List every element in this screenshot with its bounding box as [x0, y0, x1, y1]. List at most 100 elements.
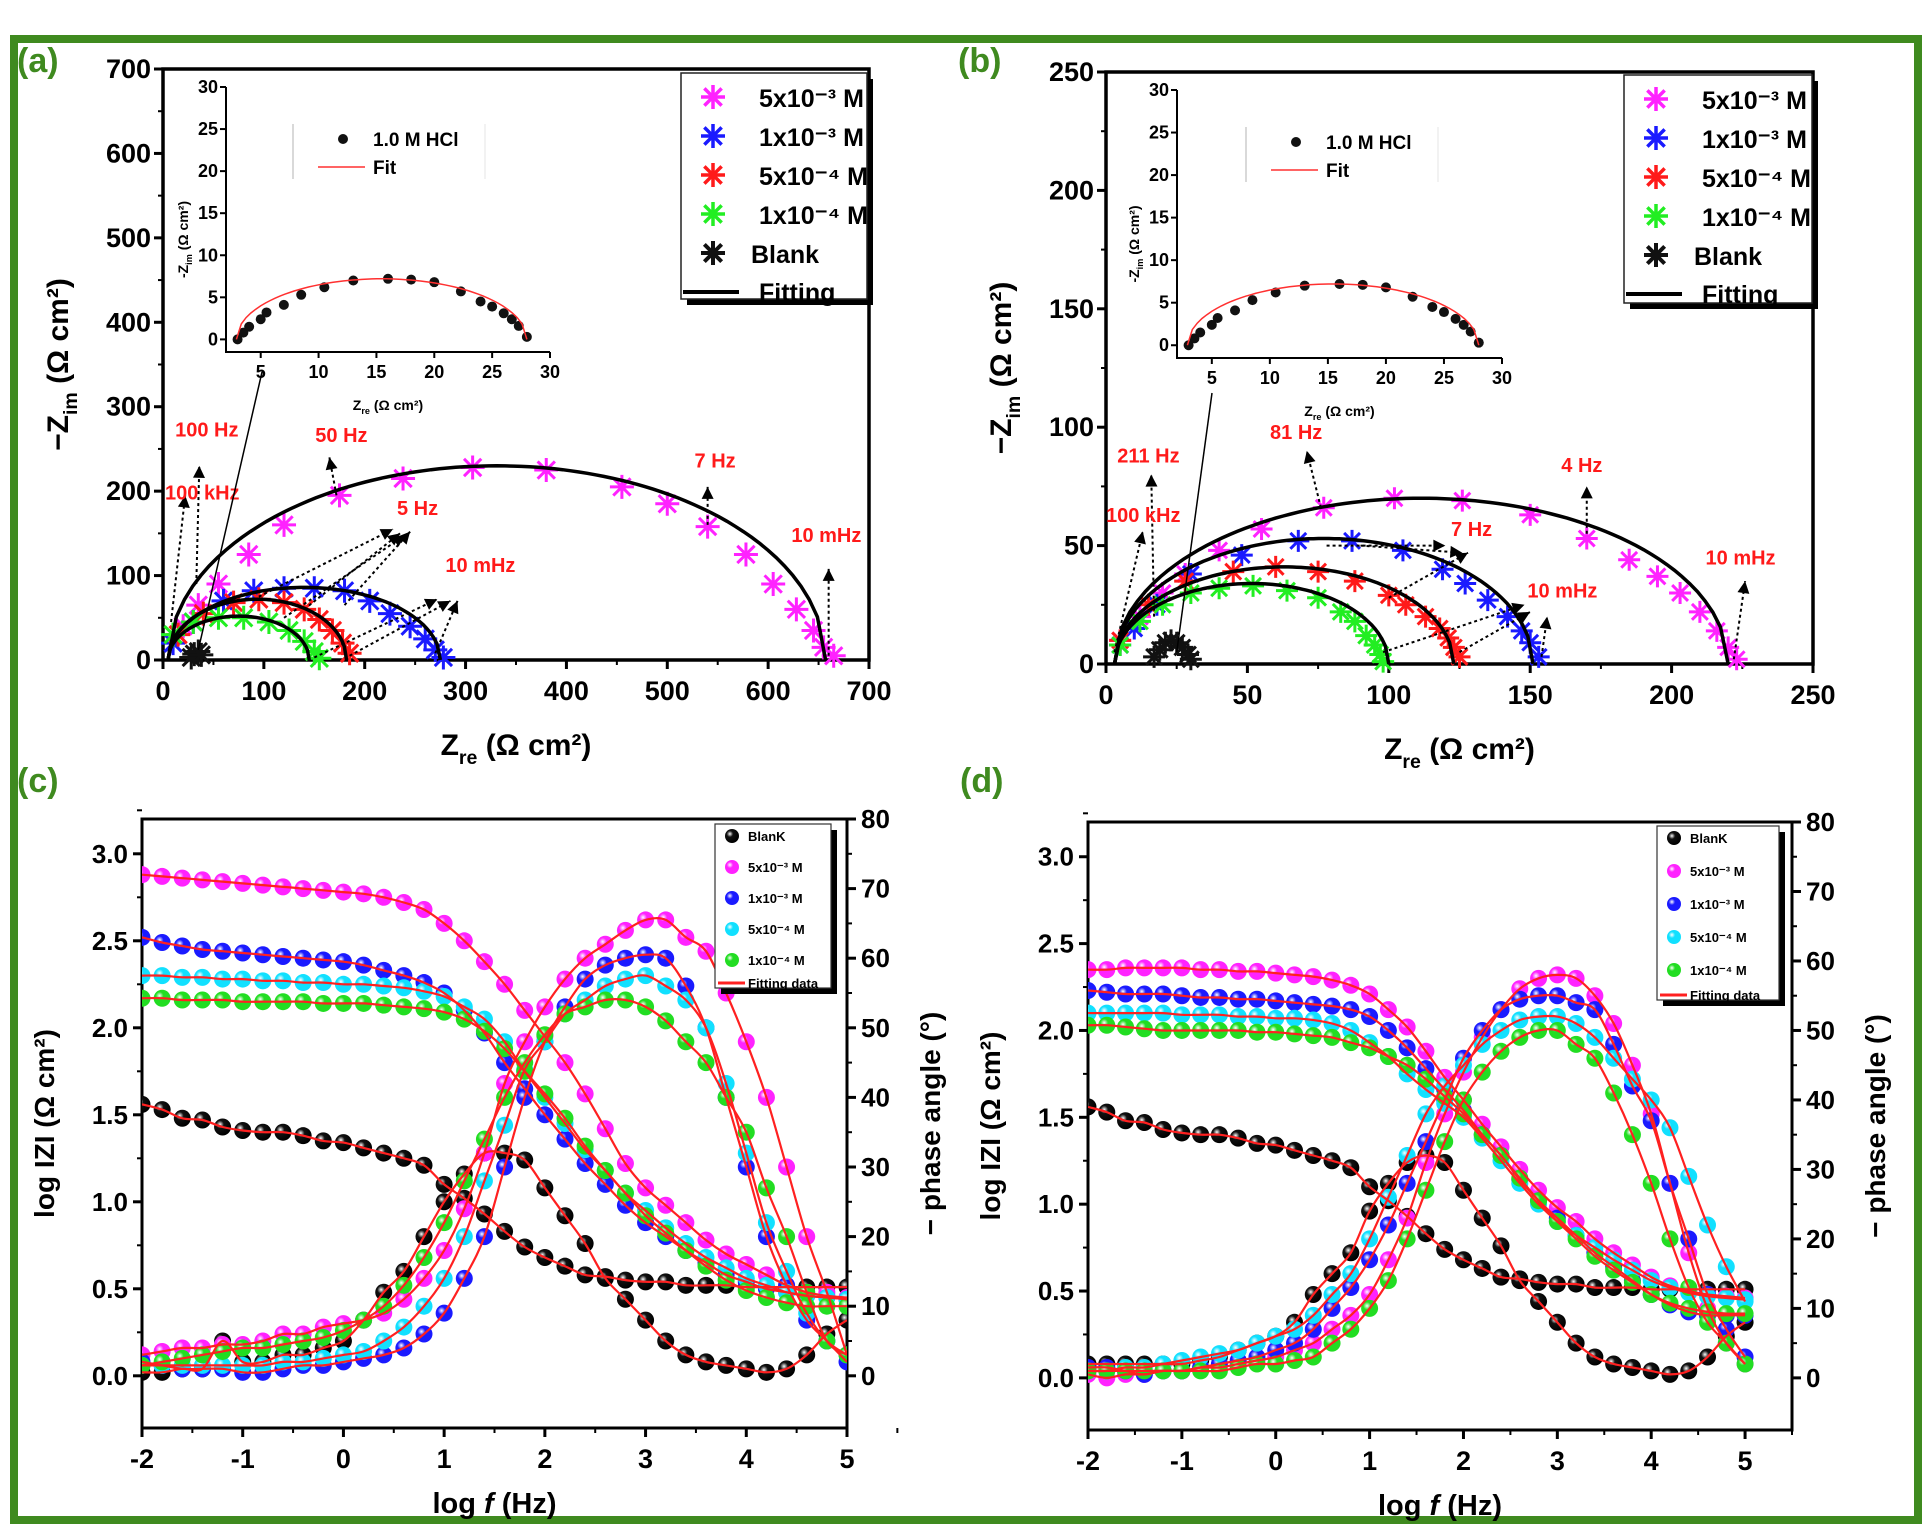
y2-tick-label: 80	[861, 804, 890, 834]
legend-label: Blank	[1694, 243, 1762, 271]
fit-curve	[166, 464, 828, 661]
legend-marker-icon	[725, 891, 739, 905]
legend-marker-icon	[1644, 243, 1668, 267]
y2-tick-label: 20	[1806, 1224, 1835, 1254]
x-tick-label: 600	[746, 676, 791, 706]
inset-y-tick-label: 20	[1149, 165, 1169, 185]
inset-x-tick-label: 5	[256, 362, 266, 382]
legend-marker-icon	[1667, 864, 1681, 878]
panel-label: (d)	[960, 762, 1003, 800]
legend-label: 1x10⁻³ M	[1690, 897, 1745, 912]
plot-frame	[1086, 820, 1794, 1432]
legend-label: Fitting data	[748, 976, 819, 991]
data-point	[1527, 645, 1550, 668]
legend-marker-icon	[701, 85, 725, 109]
title-rest: (Ω cm²)	[370, 397, 423, 413]
title-main: -Z	[1126, 269, 1142, 283]
plot-area	[1088, 959, 1754, 1387]
frequency-annotation: 7 Hz	[1451, 519, 1492, 541]
y-tick-label: 500	[106, 223, 151, 253]
legend-label: 1x10⁻³ M	[1702, 126, 1807, 154]
y2-tick-label: 0	[1806, 1363, 1820, 1393]
y-tick-label: 1.5	[1038, 1102, 1074, 1132]
y-tick-label: 0.0	[1038, 1363, 1074, 1393]
annotation-arrow-line	[1459, 611, 1531, 654]
inset-legend-label: Fit	[373, 158, 397, 179]
x-axis-title-text: Zre (Ω cm²)	[441, 729, 592, 769]
inset-data-point	[506, 314, 517, 325]
data-point	[186, 593, 211, 618]
annotation-arrow-line	[1388, 551, 1469, 599]
data-point	[1179, 648, 1202, 671]
inset-y-tick-label: 25	[1149, 123, 1169, 143]
inset-x-tick-label: 25	[1434, 368, 1454, 388]
annotation-arrow-line	[1150, 474, 1156, 617]
y2-axis-title: − phase angle (°)	[915, 1012, 946, 1236]
annotation-arrow-line	[283, 534, 406, 619]
arrow-head-icon	[1737, 581, 1750, 594]
x-axis-title: log f (Hz)	[432, 1488, 556, 1520]
title-main: Z	[1304, 403, 1313, 419]
inset-data-point	[255, 314, 266, 325]
y2-tick-label: 60	[1806, 946, 1835, 976]
title-main: Z	[441, 729, 459, 762]
panel-label: (a)	[17, 42, 59, 80]
inset-y-tick-label: 30	[1149, 80, 1169, 100]
x-tick-label: 150	[1508, 680, 1553, 710]
title-subscript: re	[1402, 751, 1421, 773]
y-tick-label: 0.5	[92, 1274, 128, 1304]
data-point	[377, 601, 402, 626]
data-point	[413, 626, 438, 651]
annotation-arrow-line	[1732, 580, 1747, 660]
legend-label: BlanK	[1690, 831, 1728, 846]
legend-marker-icon	[701, 241, 725, 265]
data-point	[1369, 643, 1392, 666]
legend-label: BlanK	[748, 829, 786, 844]
title-subscript: re	[361, 406, 370, 416]
data-point	[1476, 589, 1499, 612]
title-main: −Z	[42, 415, 75, 451]
annotation-arrow-line	[1113, 531, 1144, 653]
title-part: log	[1378, 1490, 1430, 1522]
inset-connector-line	[197, 371, 263, 651]
y-tick-label: 3.0	[92, 839, 128, 869]
y-tick-label: 1.0	[92, 1187, 128, 1217]
inset-legend-label: 1.0 M HCl	[1326, 133, 1412, 154]
inset-x-tick-label: 30	[540, 362, 560, 382]
legend-label: 5x10⁻³ M	[748, 860, 803, 875]
inset-y-tick-label: 25	[198, 119, 218, 139]
inset-y-tick-label: 0	[208, 329, 218, 349]
inset-x-tick-label: 25	[482, 362, 502, 382]
y2-axis-title: − phase angle (°)	[1860, 1014, 1891, 1238]
data-point	[307, 607, 332, 632]
x-tick-label: -1	[231, 1444, 255, 1474]
arrow-head-icon	[1145, 474, 1158, 487]
x-axis-title: Zre (Ω cm²)	[1384, 733, 1535, 773]
data-point	[1307, 586, 1330, 609]
title-part: (Hz)	[1439, 1490, 1502, 1522]
data-point	[272, 512, 297, 537]
x-tick-label: -1	[1170, 1446, 1194, 1476]
title-rest: (Ω cm²)	[42, 278, 75, 392]
inset-x-tick-label: 5	[1207, 368, 1217, 388]
data-point	[307, 646, 332, 671]
x-tick-label: 0	[336, 1444, 351, 1474]
arrow-head-icon	[177, 495, 190, 508]
data-point	[1230, 544, 1253, 567]
data-point	[1160, 629, 1183, 652]
data-point	[784, 597, 809, 622]
inset-data-point	[1195, 327, 1206, 338]
inset-y-axis-title-text: -Zim (Ω cm²)	[175, 201, 194, 278]
data-point	[1431, 558, 1454, 581]
phase-fit-line	[142, 917, 847, 1357]
frequency-annotation: 10 mHz	[445, 555, 515, 577]
inset-x-axis-title-text: Zre (Ω cm²)	[353, 397, 423, 416]
modulus-point	[142, 928, 151, 946]
frequency-annotation: 10 mHz	[791, 525, 861, 547]
legend-label: 5x10⁻³ M	[1690, 864, 1745, 879]
legend-dot-icon	[338, 134, 348, 144]
data-point	[1725, 648, 1748, 671]
fit-curve	[1112, 565, 1456, 665]
